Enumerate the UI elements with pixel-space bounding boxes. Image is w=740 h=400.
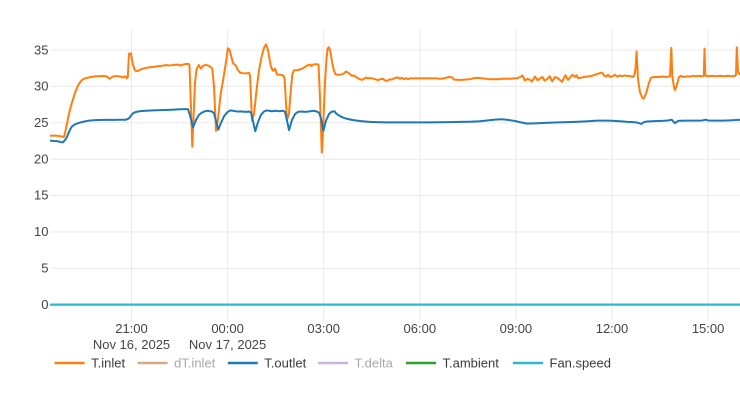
svg-text:21:00: 21:00 — [115, 321, 148, 336]
svg-text:20: 20 — [34, 151, 48, 166]
svg-text:03:00: 03:00 — [307, 321, 340, 336]
svg-text:T.ambient: T.ambient — [443, 356, 500, 371]
svg-text:15: 15 — [34, 188, 48, 203]
svg-text:35: 35 — [34, 42, 48, 57]
svg-text:10: 10 — [34, 224, 48, 239]
svg-text:5: 5 — [41, 260, 48, 275]
svg-text:T.inlet: T.inlet — [91, 356, 125, 371]
svg-text:00:00: 00:00 — [211, 321, 244, 336]
svg-text:15:00: 15:00 — [692, 321, 725, 336]
svg-text:06:00: 06:00 — [404, 321, 437, 336]
svg-text:30: 30 — [34, 79, 48, 94]
svg-text:Fan.speed: Fan.speed — [550, 356, 611, 371]
svg-text:0: 0 — [41, 297, 48, 312]
svg-text:Nov 17, 2025: Nov 17, 2025 — [189, 337, 266, 352]
svg-text:Nov 16, 2025: Nov 16, 2025 — [93, 337, 170, 352]
svg-text:T.outlet: T.outlet — [264, 356, 306, 371]
svg-text:T.delta: T.delta — [355, 356, 394, 371]
svg-text:25: 25 — [34, 115, 48, 130]
svg-text:12:00: 12:00 — [596, 321, 629, 336]
svg-text:dT.inlet: dT.inlet — [174, 356, 216, 371]
svg-text:09:00: 09:00 — [500, 321, 533, 336]
